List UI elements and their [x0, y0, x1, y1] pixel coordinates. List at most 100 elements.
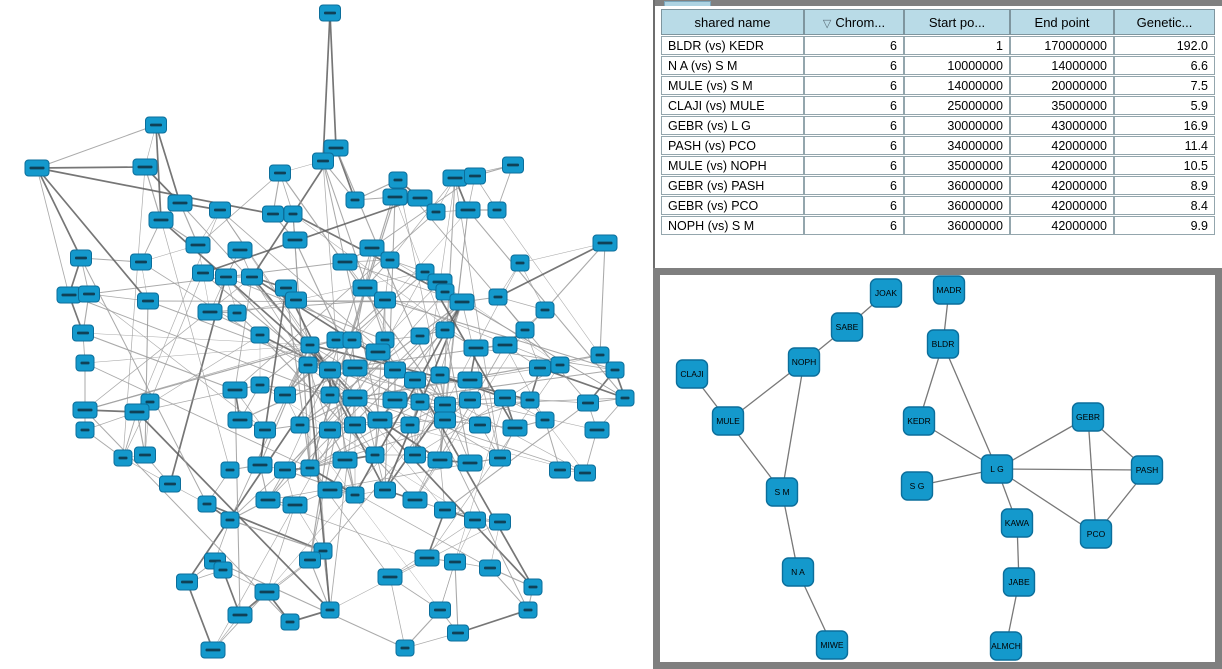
network-node[interactable] — [75, 421, 95, 439]
subnetwork-node[interactable]: BLDR — [926, 329, 960, 359]
network-node[interactable] — [494, 389, 516, 407]
table-cell[interactable]: 42000000 — [1010, 196, 1114, 215]
network-node[interactable] — [227, 304, 247, 322]
table-cell[interactable]: 16.9 — [1114, 116, 1215, 135]
table-row[interactable]: N A (vs) S M 6 10000000 14000000 6.6 — [661, 56, 1215, 75]
network-node[interactable] — [241, 268, 263, 286]
network-node[interactable] — [590, 346, 610, 364]
table-cell[interactable]: 42000000 — [1010, 136, 1114, 155]
network-node[interactable] — [319, 421, 341, 439]
network-node[interactable] — [78, 285, 100, 303]
subnetwork-canvas[interactable]: JOAK MADR SABE BLDR NOPH CLAJI MULE KEDR GEBR L G… — [660, 275, 1215, 662]
network-node[interactable] — [130, 253, 152, 271]
table-cell[interactable]: MULE (vs) S M — [661, 76, 804, 95]
subnetwork-node[interactable]: L G — [980, 454, 1014, 484]
network-node[interactable] — [254, 421, 276, 439]
network-node[interactable] — [72, 401, 98, 419]
network-node[interactable] — [344, 416, 366, 434]
network-node[interactable] — [535, 411, 555, 429]
table-row[interactable]: PASH (vs) PCO 6 34000000 42000000 11.4 — [661, 136, 1215, 155]
network-node[interactable] — [464, 167, 486, 185]
table-cell[interactable]: 14000000 — [1010, 56, 1114, 75]
network-node[interactable] — [434, 396, 456, 414]
table-cell[interactable]: 6 — [804, 136, 904, 155]
network-node[interactable] — [197, 495, 217, 513]
network-node[interactable] — [269, 164, 291, 182]
network-node[interactable] — [255, 491, 281, 509]
subnetwork-node[interactable]: SABE — [830, 312, 864, 342]
network-node[interactable] — [298, 356, 318, 374]
network-node[interactable] — [254, 583, 280, 601]
subnetwork-node[interactable]: ALMCH — [989, 631, 1023, 661]
network-node[interactable] — [374, 291, 396, 309]
network-node[interactable] — [24, 159, 50, 177]
subnetwork-node[interactable]: S G — [900, 471, 934, 501]
subnetwork-edge[interactable] — [996, 468, 1148, 471]
subnetwork-node[interactable]: NOPH — [787, 347, 821, 377]
subnetwork-node[interactable]: N A — [781, 557, 815, 587]
filter-icon[interactable]: ▽ — [822, 17, 832, 30]
table-cell[interactable]: 6 — [804, 76, 904, 95]
network-node[interactable] — [312, 152, 334, 170]
table-cell[interactable]: 6 — [804, 56, 904, 75]
network-node[interactable] — [262, 205, 284, 223]
network-node[interactable] — [137, 292, 159, 310]
network-node[interactable] — [300, 336, 320, 354]
column-header-end-point[interactable]: End point — [1010, 9, 1114, 35]
network-node[interactable] — [592, 234, 618, 252]
network-node[interactable] — [192, 264, 214, 282]
network-node[interactable] — [176, 573, 198, 591]
network-node[interactable] — [342, 331, 362, 349]
table-cell[interactable]: GEBR (vs) L G — [661, 116, 804, 135]
network-node[interactable] — [488, 288, 508, 306]
network-node[interactable] — [410, 393, 430, 411]
network-node[interactable] — [250, 326, 270, 344]
table-cell[interactable]: PASH (vs) PCO — [661, 136, 804, 155]
network-node[interactable] — [227, 606, 253, 624]
network-node[interactable] — [352, 279, 378, 297]
table-cell[interactable]: N A (vs) S M — [661, 56, 804, 75]
network-node[interactable] — [447, 624, 469, 642]
table-cell[interactable]: MULE (vs) NOPH — [661, 156, 804, 175]
table-cell[interactable]: 9.9 — [1114, 216, 1215, 235]
table-cell[interactable]: 25000000 — [904, 96, 1010, 115]
network-node[interactable] — [374, 481, 396, 499]
table-cell[interactable]: 14000000 — [904, 76, 1010, 95]
network-node[interactable] — [518, 601, 538, 619]
network-node[interactable] — [145, 116, 167, 134]
network-node[interactable] — [326, 331, 346, 349]
table-cell[interactable]: NOPH (vs) S M — [661, 216, 804, 235]
network-node[interactable] — [535, 301, 555, 319]
network-node[interactable] — [523, 578, 543, 596]
network-node[interactable] — [435, 283, 455, 301]
network-node[interactable] — [167, 194, 193, 212]
network-node[interactable] — [148, 211, 174, 229]
table-cell[interactable]: 6 — [804, 116, 904, 135]
subnetwork-node[interactable]: KEDR — [902, 406, 936, 436]
column-header-genetic-distance[interactable]: Genetic... — [1114, 9, 1215, 35]
subnetwork-node[interactable]: JABE — [1002, 567, 1036, 597]
network-node[interactable] — [457, 371, 483, 389]
network-node[interactable] — [434, 501, 456, 519]
network-node[interactable] — [220, 461, 240, 479]
network-node[interactable] — [384, 361, 406, 379]
network-node[interactable] — [463, 339, 489, 357]
table-cell[interactable]: 36000000 — [904, 216, 1010, 235]
table-cell[interactable]: 8.4 — [1114, 196, 1215, 215]
column-header-chromosome[interactable]: ▽ Chrom... — [804, 9, 904, 35]
table-row[interactable]: NOPH (vs) S M 6 36000000 42000000 9.9 — [661, 216, 1215, 235]
table-cell[interactable]: 1 — [904, 36, 1010, 55]
network-node[interactable] — [300, 459, 320, 477]
network-node[interactable] — [290, 416, 310, 434]
network-node[interactable] — [444, 553, 466, 571]
network-node[interactable] — [489, 449, 511, 467]
table-cell[interactable]: 8.9 — [1114, 176, 1215, 195]
subnetwork-node[interactable]: MULE — [711, 406, 745, 436]
network-node[interactable] — [404, 446, 426, 464]
network-node[interactable] — [605, 361, 625, 379]
network-node[interactable] — [502, 156, 524, 174]
network-node[interactable] — [469, 416, 491, 434]
network-node[interactable] — [200, 641, 226, 659]
table-cell[interactable]: 170000000 — [1010, 36, 1114, 55]
network-node[interactable] — [345, 191, 365, 209]
